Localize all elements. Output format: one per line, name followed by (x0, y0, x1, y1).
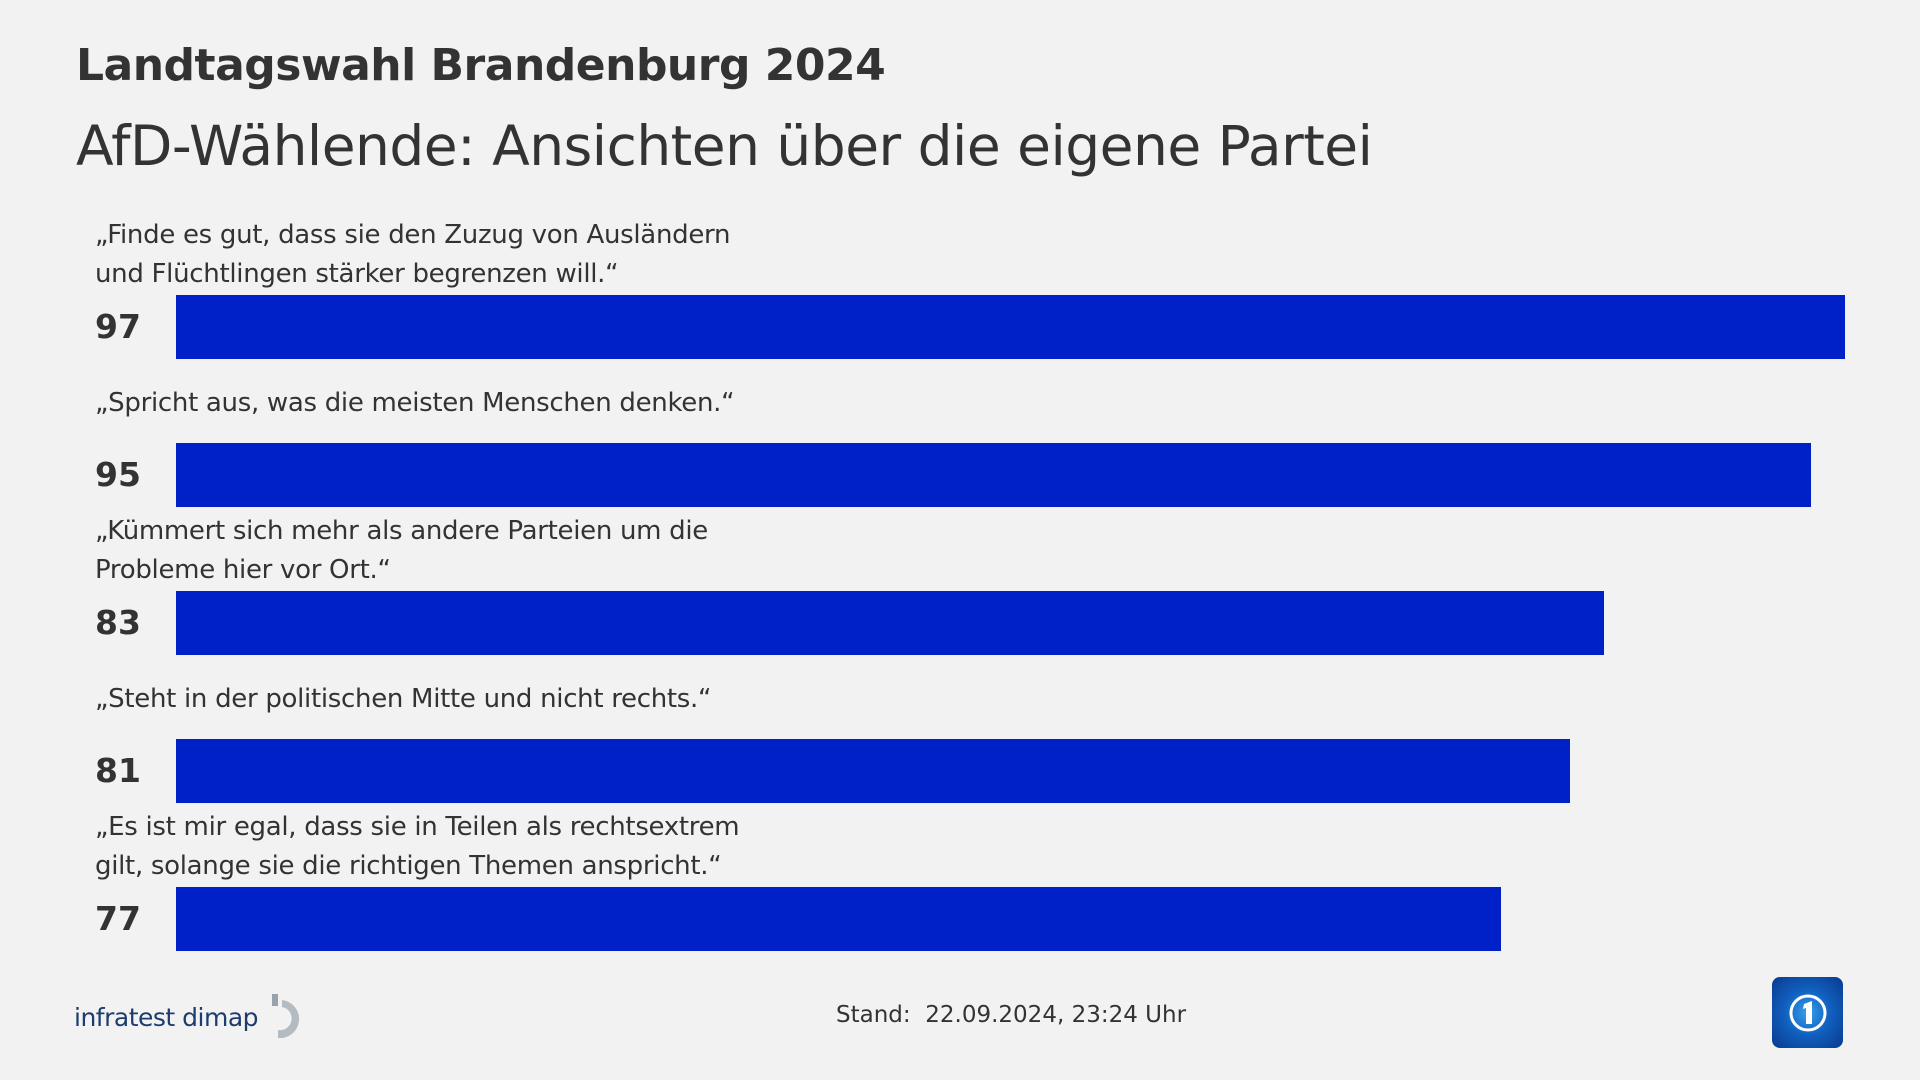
data-label: 83 (95, 603, 141, 642)
category-label: „Finde es gut, dass sie den Zuzug von Au… (95, 220, 731, 289)
das-erste-logo-icon (1789, 994, 1827, 1032)
bar (176, 887, 1501, 951)
bar (176, 295, 1845, 359)
bar-row: „Steht in der politischen Mitte und nich… (0, 684, 1920, 887)
bar-row: „Finde es gut, dass sie den Zuzug von Au… (0, 220, 1920, 443)
ard-tagesschau-globe-icon (1772, 977, 1843, 1048)
category-label: „Steht in der politischen Mitte und nich… (95, 683, 712, 714)
source-logo-text: infratest dimap (74, 1002, 259, 1032)
bar-row: „Kümmert sich mehr als andere Parteien u… (0, 516, 1920, 739)
chart-title: Landtagswahl Brandenburg 2024 (76, 40, 886, 91)
bar (176, 591, 1605, 655)
data-label: 97 (95, 307, 141, 346)
bar (176, 443, 1811, 507)
stand-timestamp: Stand: 22.09.2024, 23:24 Uhr (836, 1002, 1187, 1028)
category-label: „Spricht aus, was die meisten Menschen d… (95, 387, 735, 418)
infratest-dimap-mark-icon (272, 994, 300, 1039)
chart-subtitle: AfD-Wählende: Ansichten über die eigene … (76, 114, 1373, 178)
category-label: „Kümmert sich mehr als andere Parteien u… (95, 516, 708, 585)
data-label: 95 (95, 455, 141, 494)
infratest-dimap-logo: infratest dimap (74, 992, 312, 1042)
bar (176, 739, 1570, 803)
category-label: „Es ist mir egal, dass sie in Teilen als… (95, 812, 740, 881)
data-label: 81 (95, 751, 141, 790)
bar-row: „Spricht aus, was die meisten Menschen d… (0, 388, 1920, 591)
bar-row: „Es ist mir egal, dass sie in Teilen als… (0, 812, 1920, 1035)
data-label: 77 (95, 899, 141, 938)
